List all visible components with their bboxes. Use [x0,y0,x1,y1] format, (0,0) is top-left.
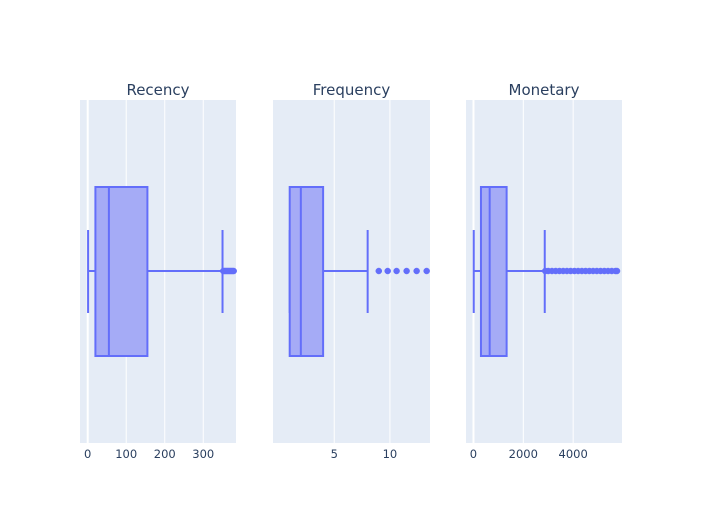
monetary-tick-label-0: 0 [470,447,477,461]
frequency-outlier-point [393,267,400,275]
recency-tick-label-3: 300 [192,447,214,461]
monetary-tick-label-2: 4000 [559,447,588,461]
frequency-outlier-point [423,267,430,275]
frequency-outlier-point [375,267,383,275]
recency-subplot-title: Recency [126,81,189,99]
monetary-tick-label-1: 2000 [509,447,538,461]
frequency-outlier-point [384,267,391,275]
monetary-box [479,186,508,357]
frequency-outlier-point [403,267,410,275]
frequency-box [288,186,325,357]
recency-tick-label-0: 0 [84,447,91,461]
recency-box [94,186,149,357]
recency-tick-label-2: 200 [154,447,176,461]
monetary-outlier-point [613,267,621,275]
monetary-subplot-title: Monetary [509,81,580,99]
frequency-subplot-title: Frequency [313,81,391,99]
frequency-outlier-point [413,267,420,275]
recency-tick-label-1: 100 [115,447,137,461]
frequency-tick-label-1: 10 [383,447,398,461]
frequency-tick-label-0: 5 [331,447,338,461]
recency-outlier-point [230,267,237,275]
